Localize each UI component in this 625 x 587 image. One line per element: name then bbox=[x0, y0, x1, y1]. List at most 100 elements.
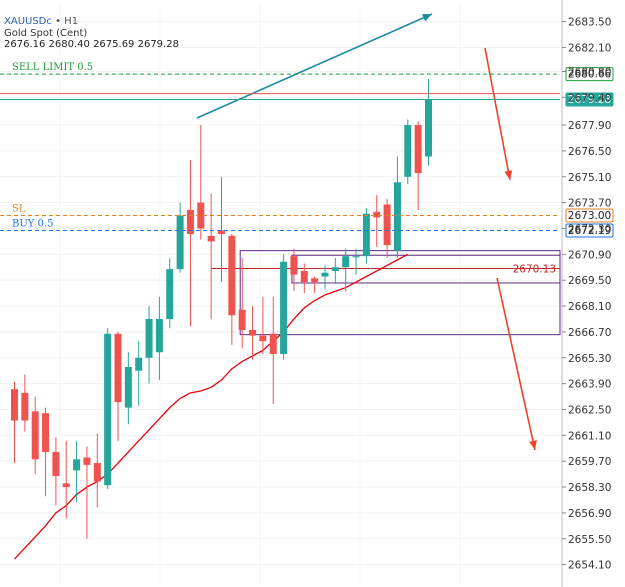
candle-body[interactable] bbox=[197, 202, 205, 229]
candle[interactable] bbox=[414, 121, 422, 211]
candle[interactable] bbox=[269, 296, 277, 404]
candle-body[interactable] bbox=[42, 413, 50, 452]
candle-body[interactable] bbox=[207, 235, 215, 242]
candle[interactable] bbox=[331, 258, 339, 284]
tick-label: 2665.30 bbox=[568, 353, 611, 365]
candle-body[interactable] bbox=[31, 411, 39, 460]
candle[interactable] bbox=[104, 328, 112, 489]
candle-body[interactable] bbox=[83, 457, 91, 465]
arrow-up[interactable] bbox=[196, 13, 433, 119]
price-tag bbox=[565, 223, 614, 238]
price-axis[interactable]: 2683.50 2682.10 2680.80 2679.40 2677.90 2676.… bbox=[561, 0, 611, 587]
candle[interactable] bbox=[176, 202, 184, 273]
arrow-up-shaft bbox=[196, 13, 433, 119]
candle-body[interactable] bbox=[352, 256, 360, 258]
candle-body[interactable] bbox=[249, 330, 257, 336]
candle-body[interactable] bbox=[321, 272, 329, 277]
candle-body[interactable] bbox=[300, 270, 308, 283]
candle[interactable] bbox=[186, 160, 194, 327]
candle[interactable] bbox=[31, 396, 39, 475]
price-tag bbox=[565, 67, 614, 82]
candle[interactable] bbox=[166, 258, 174, 329]
candle[interactable] bbox=[259, 296, 267, 355]
arrow-down[interactable] bbox=[496, 277, 537, 451]
candle[interactable] bbox=[73, 440, 81, 502]
candle-body[interactable] bbox=[155, 318, 163, 353]
candle[interactable] bbox=[300, 263, 308, 294]
candle[interactable] bbox=[145, 306, 153, 384]
candle[interactable] bbox=[404, 119, 412, 185]
candle-body[interactable] bbox=[269, 333, 277, 355]
candle-body[interactable] bbox=[342, 256, 350, 268]
candle-body[interactable] bbox=[166, 269, 174, 319]
candle-body[interactable] bbox=[176, 215, 184, 270]
candle[interactable] bbox=[342, 248, 350, 292]
arrow-down[interactable] bbox=[484, 47, 513, 181]
candle-body[interactable] bbox=[104, 333, 112, 486]
candle-body[interactable] bbox=[228, 235, 236, 316]
candle[interactable] bbox=[249, 306, 257, 360]
candle-body[interactable] bbox=[362, 213, 370, 257]
candle[interactable] bbox=[425, 78, 432, 166]
candle[interactable] bbox=[228, 234, 236, 345]
candle[interactable] bbox=[218, 176, 225, 283]
tick-label: 2666.70 bbox=[568, 327, 611, 339]
candle[interactable] bbox=[83, 446, 91, 539]
candle[interactable] bbox=[135, 341, 143, 406]
candle-body[interactable] bbox=[393, 182, 401, 251]
candle[interactable] bbox=[311, 276, 319, 294]
candle-body[interactable] bbox=[383, 204, 391, 246]
candle[interactable] bbox=[352, 248, 360, 275]
candle-body[interactable] bbox=[311, 278, 319, 283]
candle[interactable] bbox=[197, 125, 205, 240]
candle[interactable] bbox=[42, 407, 50, 497]
candle-body[interactable] bbox=[11, 389, 18, 421]
candle-body[interactable] bbox=[259, 335, 267, 342]
order-level[interactable]: BUY 0.5 2672.19 bbox=[0, 219, 614, 238]
candle[interactable] bbox=[21, 374, 29, 432]
candle-body[interactable] bbox=[124, 366, 132, 408]
candle-body[interactable] bbox=[114, 333, 122, 403]
candle[interactable] bbox=[124, 352, 132, 425]
candle[interactable] bbox=[11, 381, 18, 464]
order-level[interactable]: SELL LIMIT 0.5 2680.66 bbox=[0, 62, 614, 82]
candle[interactable] bbox=[393, 156, 401, 259]
candle[interactable] bbox=[238, 258, 246, 349]
candle-body[interactable] bbox=[93, 463, 101, 482]
candle[interactable] bbox=[93, 433, 101, 508]
candle-body[interactable] bbox=[218, 230, 225, 235]
candle-body[interactable] bbox=[135, 357, 143, 371]
candle-body[interactable] bbox=[145, 318, 153, 358]
candle-body[interactable] bbox=[414, 125, 422, 174]
candle-body[interactable] bbox=[373, 211, 381, 218]
candle-body[interactable] bbox=[404, 125, 412, 177]
candle[interactable] bbox=[155, 296, 163, 380]
candle-body[interactable] bbox=[52, 451, 60, 476]
tick-label: 2683.50 bbox=[568, 17, 611, 29]
order-level[interactable]: SL 2673.00 bbox=[0, 204, 614, 223]
candles[interactable] bbox=[11, 78, 432, 539]
candle-body[interactable] bbox=[21, 392, 29, 421]
candle[interactable] bbox=[290, 248, 298, 292]
candle[interactable] bbox=[114, 331, 122, 441]
candle[interactable] bbox=[207, 193, 215, 319]
candle[interactable] bbox=[62, 440, 70, 519]
candle-body[interactable] bbox=[280, 261, 288, 355]
candle[interactable] bbox=[280, 254, 288, 360]
candle[interactable] bbox=[321, 265, 329, 290]
candle[interactable] bbox=[373, 195, 381, 247]
candle[interactable] bbox=[362, 208, 370, 264]
candle-body[interactable] bbox=[425, 99, 432, 157]
candle-body[interactable] bbox=[73, 459, 81, 471]
candle[interactable] bbox=[383, 198, 391, 259]
candle-body[interactable] bbox=[290, 256, 298, 275]
candle-body[interactable] bbox=[186, 210, 194, 235]
candle[interactable] bbox=[52, 437, 60, 506]
candle-body[interactable] bbox=[331, 267, 339, 271]
candle-body[interactable] bbox=[238, 309, 246, 331]
candle-body[interactable] bbox=[62, 483, 70, 488]
annotation-arrows[interactable] bbox=[196, 13, 537, 451]
order-level[interactable]: 2679.28 bbox=[0, 92, 614, 107]
